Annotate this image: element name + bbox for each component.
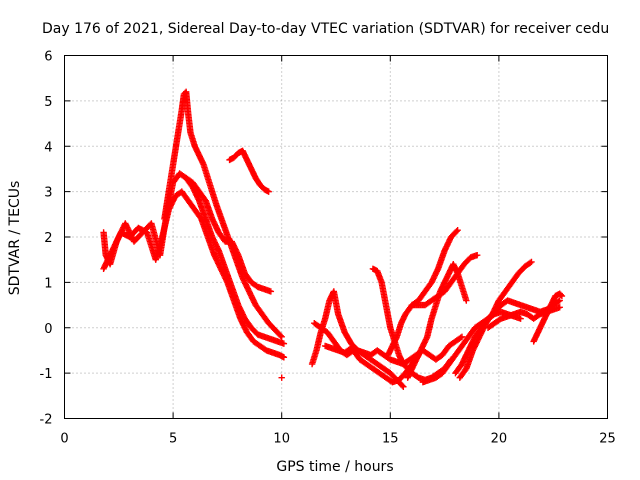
series-track-18 — [530, 290, 566, 345]
y-tick-label: 4 — [44, 140, 52, 155]
series-track-16 — [456, 258, 535, 381]
x-axis-label: GPS time / hours — [276, 459, 393, 475]
y-tick-label: 0 — [44, 322, 52, 337]
data-point — [556, 297, 563, 304]
x-tick-label: 20 — [491, 432, 508, 447]
data-point — [278, 333, 285, 341]
data-point — [280, 354, 288, 361]
y-tick-label: 6 — [44, 50, 52, 65]
data-point — [400, 383, 407, 390]
series-track-3 — [161, 88, 285, 341]
data-point — [517, 315, 524, 322]
x-tick-label: 25 — [599, 432, 616, 447]
series-track-7 — [308, 288, 407, 390]
data-point — [528, 258, 535, 266]
data-point — [453, 228, 460, 235]
x-tick-label: 5 — [169, 432, 177, 447]
series-track-11 — [384, 226, 461, 359]
y-tick-label: 3 — [44, 186, 52, 201]
data-point — [278, 374, 285, 381]
data-point — [463, 297, 470, 304]
data-point — [556, 304, 563, 311]
data-point — [277, 332, 284, 339]
x-axis-ticks: 0 5 10 15 20 25 — [60, 55, 616, 447]
data-point — [473, 251, 481, 259]
data-point — [267, 288, 275, 295]
series-track-4 — [182, 174, 275, 295]
x-tick-label: 0 — [60, 432, 68, 447]
y-axis-ticks: -2 -1 0 1 2 3 4 5 6 — [40, 50, 608, 428]
x-tick-label: 10 — [273, 432, 290, 447]
y-tick-label: 2 — [44, 231, 52, 246]
data-point — [526, 259, 534, 267]
data-point — [280, 340, 288, 347]
y-tick-label: -2 — [40, 413, 53, 428]
data-point — [399, 382, 406, 389]
data-point — [555, 298, 562, 305]
y-axis-label: SDTVAR / TECUs — [7, 181, 23, 296]
series-track-12 — [404, 261, 470, 381]
data-point — [558, 292, 566, 300]
series-track-13 — [408, 251, 481, 309]
data-point — [557, 291, 565, 299]
series-track-5 — [226, 147, 272, 195]
chart-title: Day 176 of 2021, Sidereal Day-to-day VTE… — [42, 21, 609, 37]
data-point — [457, 334, 464, 341]
data-point — [458, 333, 466, 341]
data-series — [100, 88, 566, 390]
series-track-2 — [100, 170, 288, 347]
grid-lines — [64, 55, 608, 419]
y-tick-label: 1 — [44, 276, 52, 291]
x-tick-label: 15 — [382, 432, 399, 447]
y-tick-label: 5 — [44, 95, 52, 110]
series-track-6 — [278, 374, 285, 381]
y-tick-label: -1 — [40, 367, 53, 382]
data-point — [454, 226, 461, 234]
data-point — [265, 188, 272, 195]
